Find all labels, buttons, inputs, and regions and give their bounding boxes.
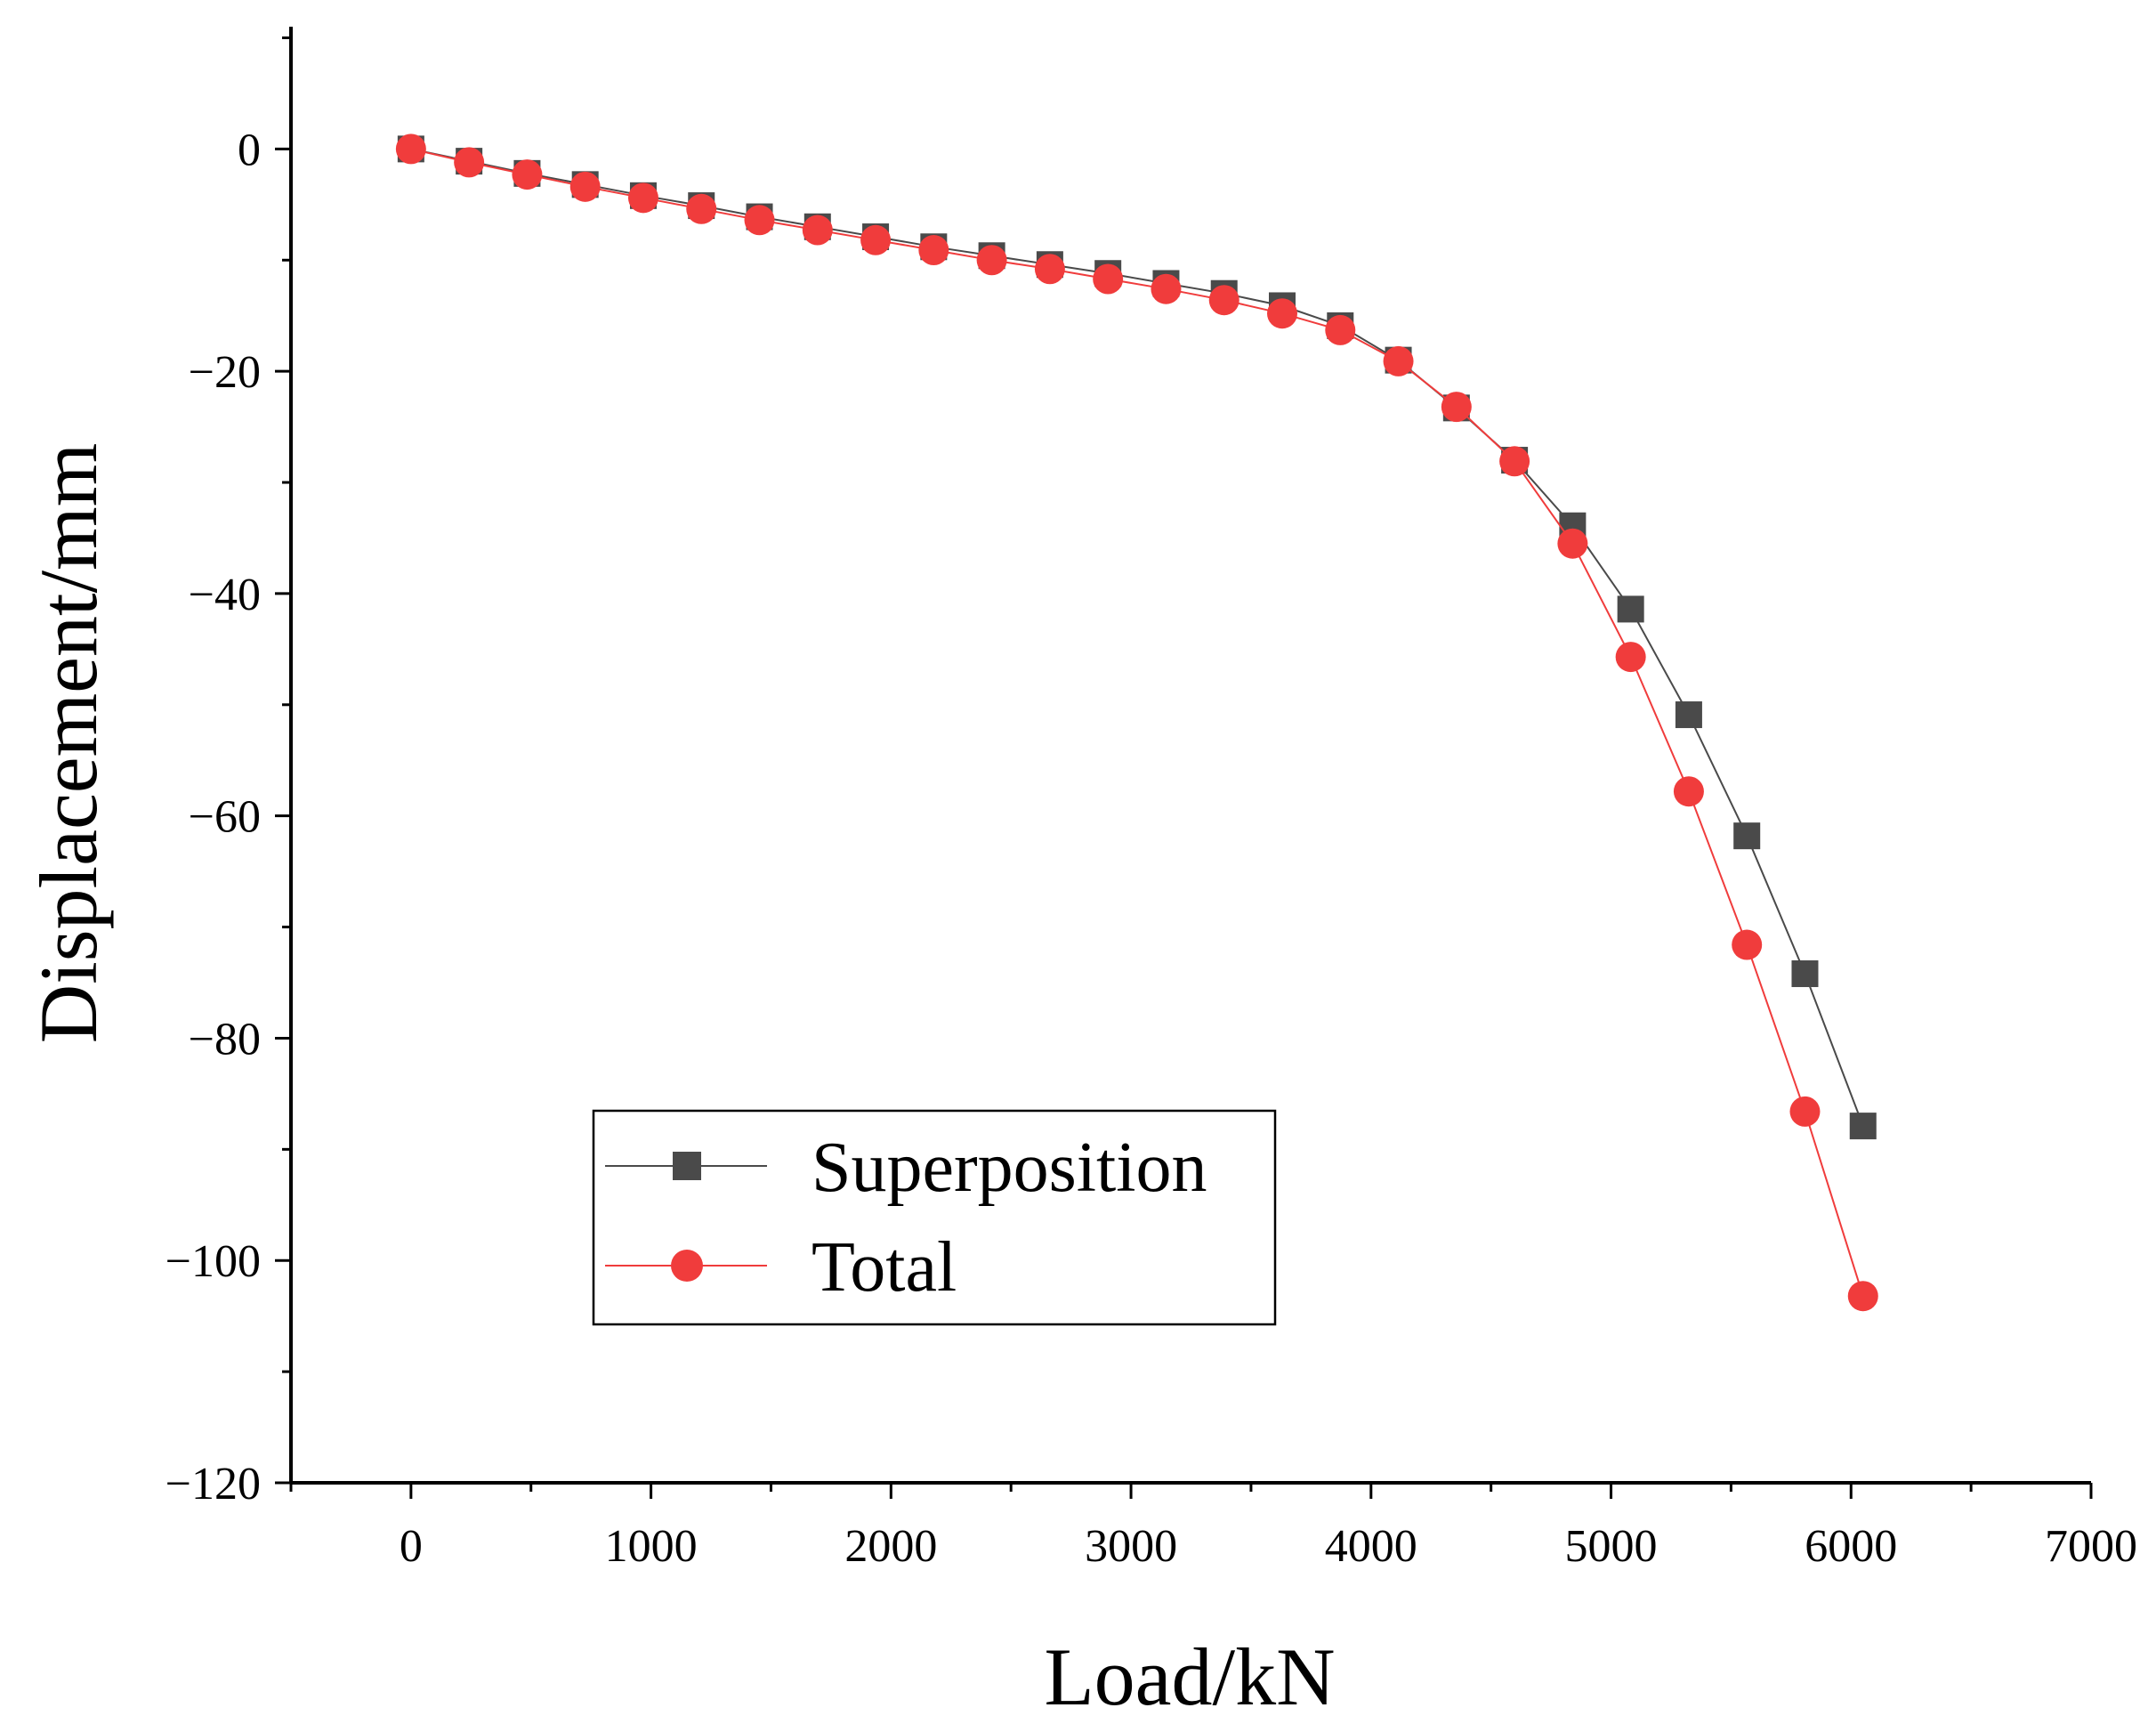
data-point <box>1034 254 1065 285</box>
y-tick-label: −40 <box>189 570 261 620</box>
data-point <box>1441 392 1472 423</box>
data-point <box>1673 776 1704 807</box>
legend: Superposition Total <box>592 1109 1277 1326</box>
data-point <box>1557 528 1588 559</box>
x-tick-label: 0 <box>400 1521 423 1572</box>
data-point <box>802 214 833 246</box>
legend-label: Total <box>812 1228 957 1307</box>
x-tick-label: 1000 <box>605 1521 698 1572</box>
data-point <box>1151 273 1182 304</box>
data-point <box>1325 314 1356 345</box>
data-point <box>1093 263 1124 295</box>
axes: 0 1000 2000 3000 4000 5000 6000 7000 0 −20 −40 −60 −… <box>166 27 2137 1572</box>
y-tick-label: −100 <box>166 1236 261 1287</box>
data-point <box>627 182 658 214</box>
data-point <box>976 245 1007 276</box>
y-tick-label: 0 <box>238 125 261 175</box>
data-point <box>918 235 949 266</box>
y-tick-label: −20 <box>189 347 261 398</box>
legend-label: Superposition <box>812 1129 1207 1207</box>
legend-item-superposition: Superposition <box>605 1129 1207 1207</box>
series-layer <box>395 134 1878 1312</box>
data-point <box>1732 929 1763 960</box>
y-axis-title: Displacement/mm <box>23 443 114 1044</box>
legend-box <box>592 1109 1277 1326</box>
x-tick-label: 2000 <box>844 1521 937 1572</box>
data-point <box>1266 298 1297 329</box>
series-total <box>395 134 1878 1312</box>
data-point <box>1791 960 1819 988</box>
data-point <box>395 134 426 165</box>
y-tick-label: −60 <box>189 792 261 843</box>
data-point <box>1733 822 1761 850</box>
data-point <box>1847 1281 1878 1312</box>
data-point <box>860 224 892 255</box>
data-point <box>512 159 543 190</box>
data-point <box>569 171 601 202</box>
x-axis-title: Load/kN <box>1044 1631 1335 1722</box>
x-tick-label: 7000 <box>2045 1521 2137 1572</box>
data-point <box>1615 642 1646 673</box>
data-point <box>454 147 485 178</box>
data-point <box>1675 701 1702 729</box>
x-tick-label: 5000 <box>1565 1521 1658 1572</box>
x-tick-label: 3000 <box>1085 1521 1177 1572</box>
legend-marker <box>671 1250 703 1282</box>
data-point <box>1499 446 1530 477</box>
legend-item-total: Total <box>605 1228 957 1307</box>
x-tick-label: 4000 <box>1325 1521 1417 1572</box>
data-point <box>1849 1113 1877 1140</box>
data-point <box>1617 595 1644 623</box>
data-point <box>744 205 775 236</box>
x-tick-label: 6000 <box>1805 1521 1897 1572</box>
y-tick-label: −120 <box>166 1459 261 1509</box>
data-point <box>1383 345 1414 376</box>
y-tick-label: −80 <box>189 1014 261 1064</box>
data-point <box>1208 285 1239 316</box>
legend-marker <box>673 1152 701 1180</box>
data-point <box>1789 1096 1821 1127</box>
data-point <box>686 193 717 224</box>
